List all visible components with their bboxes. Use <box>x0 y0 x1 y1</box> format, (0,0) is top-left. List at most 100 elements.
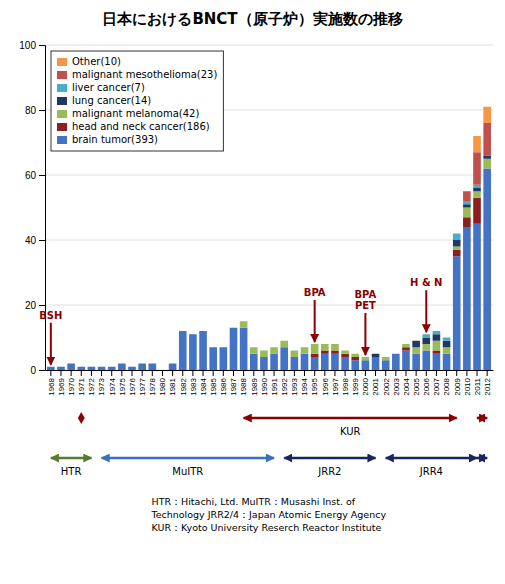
bar-segment <box>77 366 85 367</box>
x-tick: 2009 <box>453 370 462 396</box>
x-tick-mark <box>142 370 143 376</box>
bar-segment <box>179 331 187 332</box>
bar-segment <box>108 366 116 367</box>
chart-root: 日本におけるBNCT（原子炉）実施数の推移0204060801001968196… <box>0 0 505 584</box>
bar-segment <box>149 363 157 364</box>
bar-segment <box>291 351 299 358</box>
y-tick-label: 20 <box>25 300 37 311</box>
bar-segment <box>159 370 167 371</box>
x-tick-mark <box>355 370 356 376</box>
x-tick: 1975 <box>118 370 127 396</box>
bar-segment <box>169 363 177 364</box>
bar-segment <box>321 344 329 351</box>
x-tick-mark <box>284 370 285 376</box>
x-tick-mark <box>203 370 204 376</box>
x-tick-label: 2000 <box>361 377 370 395</box>
bar-segment <box>433 351 441 354</box>
bar-segment <box>128 366 136 367</box>
y-tick: 60 <box>25 170 45 181</box>
x-tick-mark <box>456 370 457 376</box>
y-tick: 80 <box>25 105 45 116</box>
annotation-arrow <box>314 300 316 342</box>
legend-label: head and neck cancer(186) <box>72 121 210 132</box>
x-tick-mark <box>91 370 92 376</box>
bar-segment <box>260 350 268 351</box>
bar-segment <box>67 363 75 364</box>
bar-segment <box>422 334 430 335</box>
series-6 <box>473 107 491 153</box>
x-tick-label: 1968 <box>47 377 56 395</box>
x-tick: 2004 <box>402 370 411 396</box>
x-tick-label: 1984 <box>199 377 208 395</box>
bar-segment <box>392 353 400 354</box>
bar-segment <box>230 327 238 328</box>
x-tick: 2011 <box>473 370 482 395</box>
bar-segment <box>47 366 55 367</box>
x-tick-label: 2001 <box>371 377 380 395</box>
x-tick-label: 2010 <box>463 377 472 395</box>
bar-segment <box>453 240 461 247</box>
x-tick-label: 1970 <box>67 377 76 395</box>
y-tick-label: 60 <box>25 170 37 181</box>
bar-segment <box>301 347 309 348</box>
x-tick-mark <box>233 370 234 376</box>
x-tick-mark <box>375 370 376 376</box>
timeline-span <box>477 417 487 420</box>
annotation: H & N <box>410 277 442 288</box>
x-tick: 1969 <box>57 370 66 396</box>
x-tick-mark <box>365 370 366 376</box>
bar-segment <box>372 353 380 354</box>
bar-segment <box>189 334 197 335</box>
bar-segment <box>463 191 471 201</box>
x-tick-mark <box>101 370 102 376</box>
series-3 <box>372 156 491 358</box>
bar-segment <box>321 344 329 345</box>
bar-segment <box>341 350 349 351</box>
bar-segment <box>443 354 451 370</box>
bar-segment <box>98 366 106 367</box>
x-tick: 1995 <box>310 370 319 396</box>
bar-segment <box>138 363 146 364</box>
x-tick-mark <box>243 370 244 376</box>
bar-segment <box>351 360 359 370</box>
y-tick: 0 <box>30 365 45 376</box>
bar-segment <box>351 353 359 354</box>
x-tick-mark <box>395 370 396 376</box>
x-tick-mark <box>314 370 315 376</box>
bar-segment <box>108 366 116 367</box>
bar-segment <box>331 344 339 345</box>
y-tick-label: 100 <box>19 40 36 51</box>
bar-segment <box>128 366 136 367</box>
bar-segment <box>362 357 370 358</box>
x-tick: 2007 <box>432 370 441 396</box>
bar-segment <box>88 366 96 367</box>
y-tick-mark <box>39 175 45 176</box>
bar-segment <box>453 256 461 370</box>
x-tick: 1999 <box>351 370 360 396</box>
timeline-span <box>386 457 477 460</box>
series-2 <box>240 159 491 361</box>
bar-segment <box>179 331 187 370</box>
bar-segment <box>422 338 430 345</box>
bar-segment <box>57 366 65 367</box>
bar-segment <box>402 344 410 345</box>
bar-segment <box>118 363 126 364</box>
legend-label: malignant melanoma(42) <box>72 108 199 119</box>
annotations: BSHBPABPAPETH & N <box>39 277 442 365</box>
bar-segment <box>57 366 65 367</box>
bar-segment <box>270 347 278 348</box>
x-tick-mark <box>426 370 427 376</box>
bar-segment <box>382 357 390 358</box>
bar-segment <box>189 334 197 335</box>
bar-segment <box>57 367 65 370</box>
bar-segment <box>392 353 400 354</box>
timeline-label: MuITR <box>172 466 203 477</box>
x-tick-label: 1971 <box>77 377 86 395</box>
bar-segment <box>189 334 197 335</box>
bar-segment <box>138 364 146 371</box>
x-tick: 2005 <box>412 370 421 396</box>
x-tick: 1997 <box>331 370 340 396</box>
bar-segment <box>250 347 258 348</box>
x-tick-label: 1986 <box>219 377 228 395</box>
y-tick-mark <box>39 305 45 306</box>
